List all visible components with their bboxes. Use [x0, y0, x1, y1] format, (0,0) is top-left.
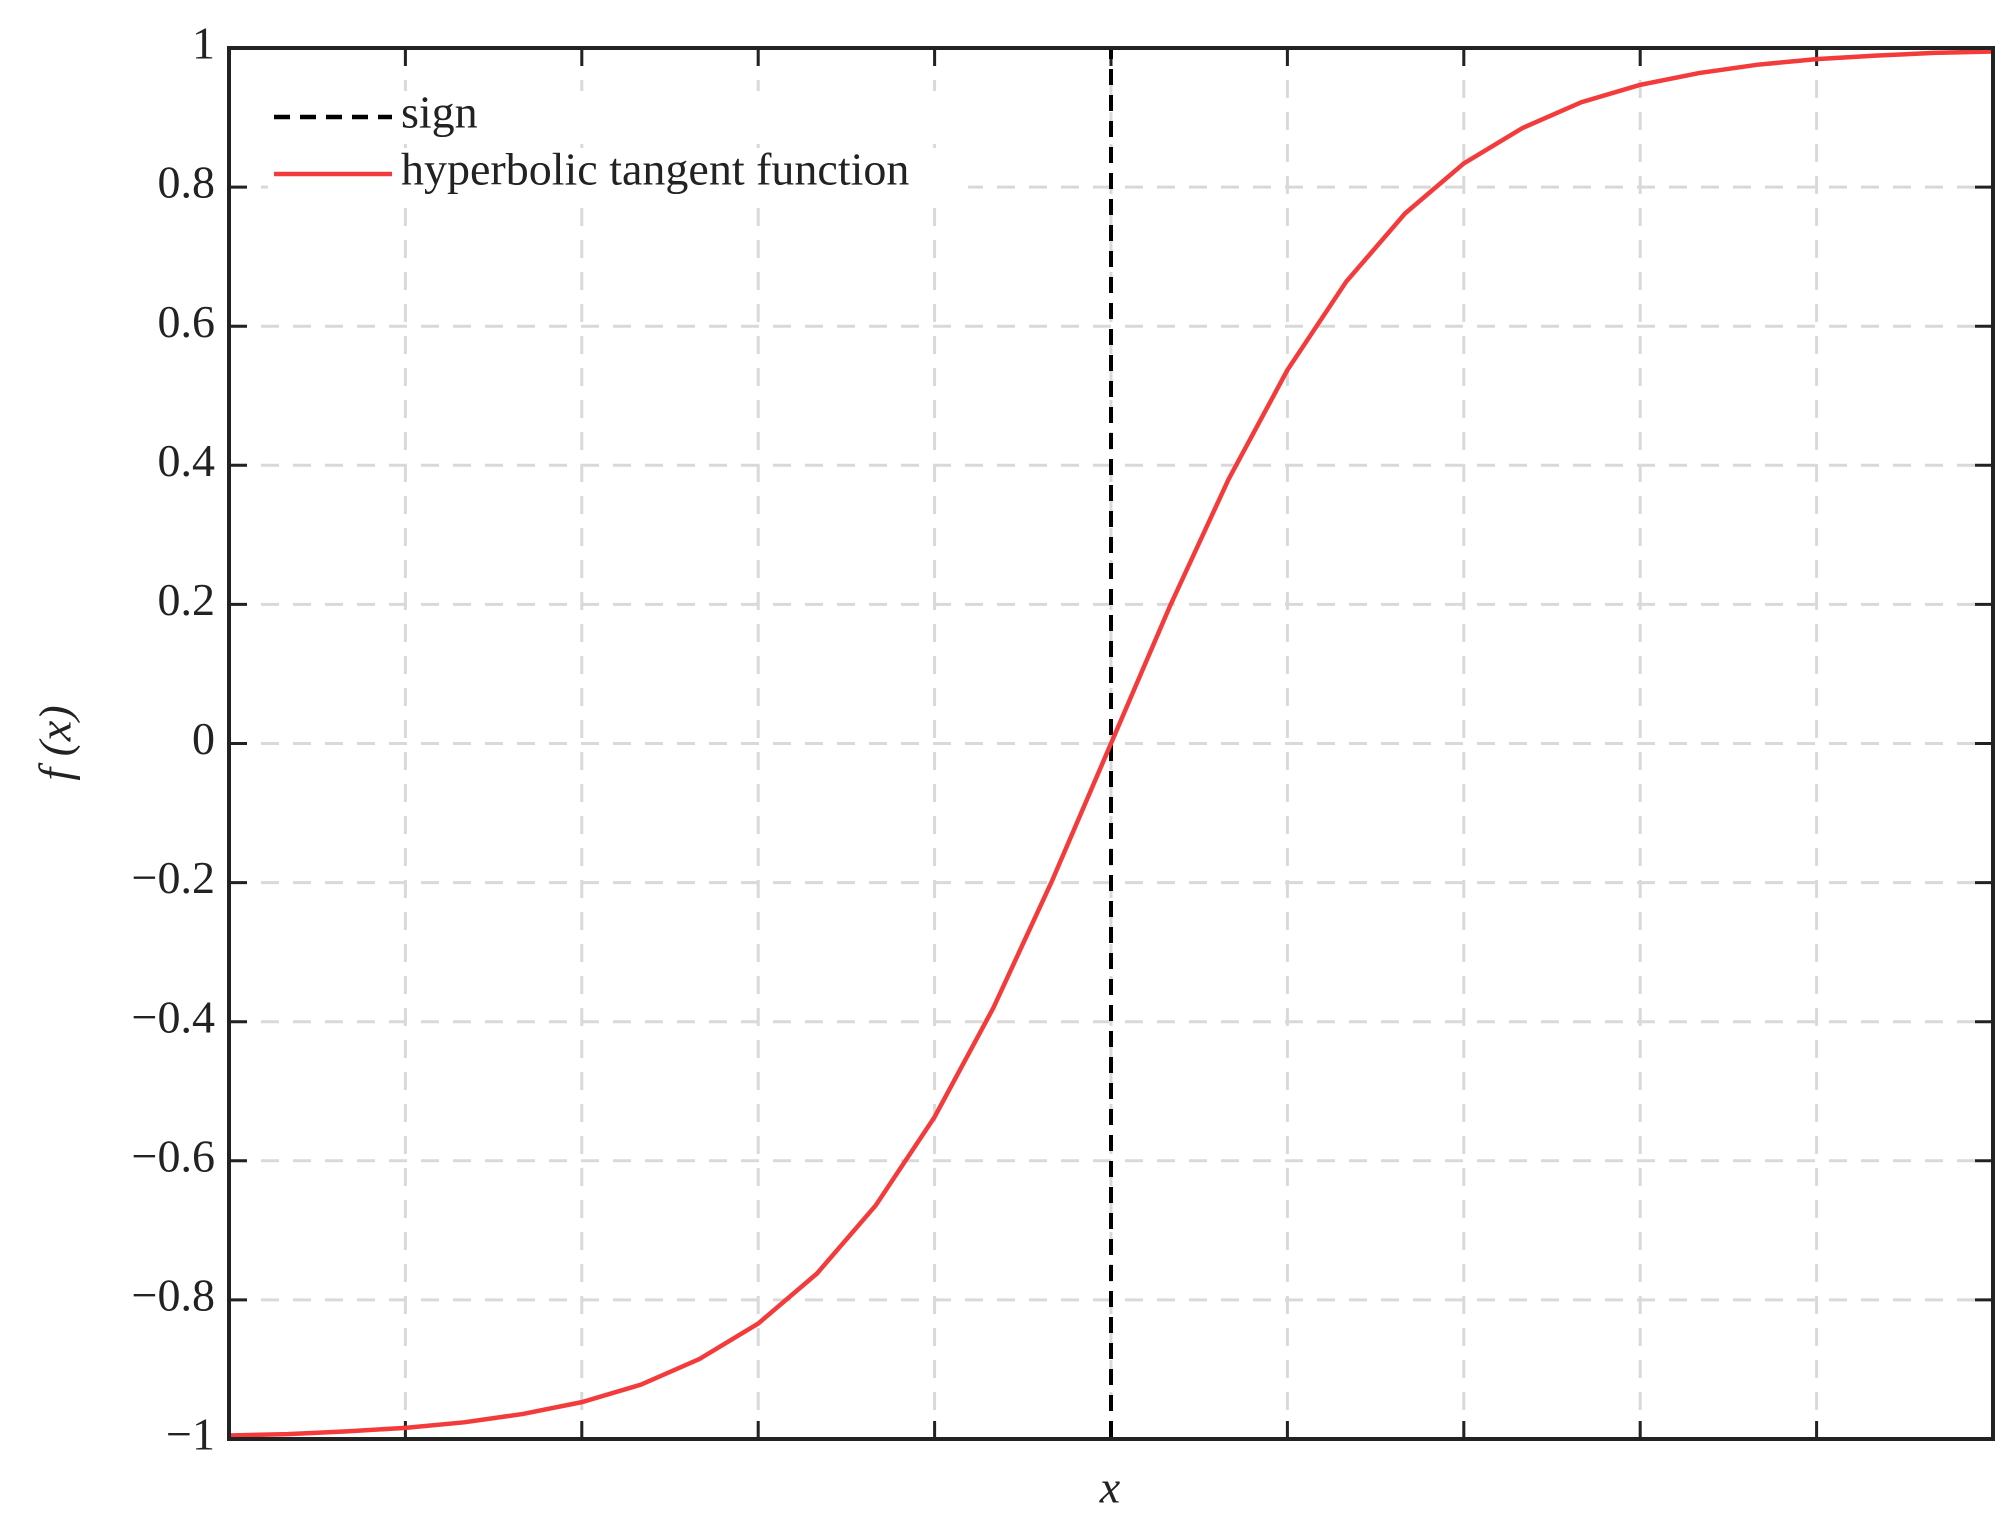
- x-axis-label: x: [1099, 1462, 1121, 1513]
- y-tick-label: −0.4: [132, 991, 215, 1042]
- plot-frame: [227, 46, 1995, 1441]
- line-series: [228, 49, 1994, 1438]
- y-tick-label: 0.4: [158, 435, 216, 486]
- legend-label: hyperbolic tangent function: [401, 144, 909, 195]
- y-tick-label: 0: [192, 713, 215, 764]
- y-tick-label: −0.2: [132, 852, 215, 903]
- y-tick-label: 0.8: [158, 157, 216, 208]
- y-tick-label: 1: [192, 18, 215, 69]
- legend-label: sign: [401, 87, 478, 138]
- y-tick-label: −0.6: [132, 1130, 215, 1181]
- legend-bg: [268, 91, 968, 143]
- y-tick-label: −1: [166, 1409, 215, 1460]
- y-axis-label: f (x): [30, 705, 81, 780]
- y-tick-label: 0.6: [158, 296, 216, 347]
- y-tick-label: −0.8: [132, 1269, 215, 1320]
- y-tick-label: 0.2: [158, 574, 216, 625]
